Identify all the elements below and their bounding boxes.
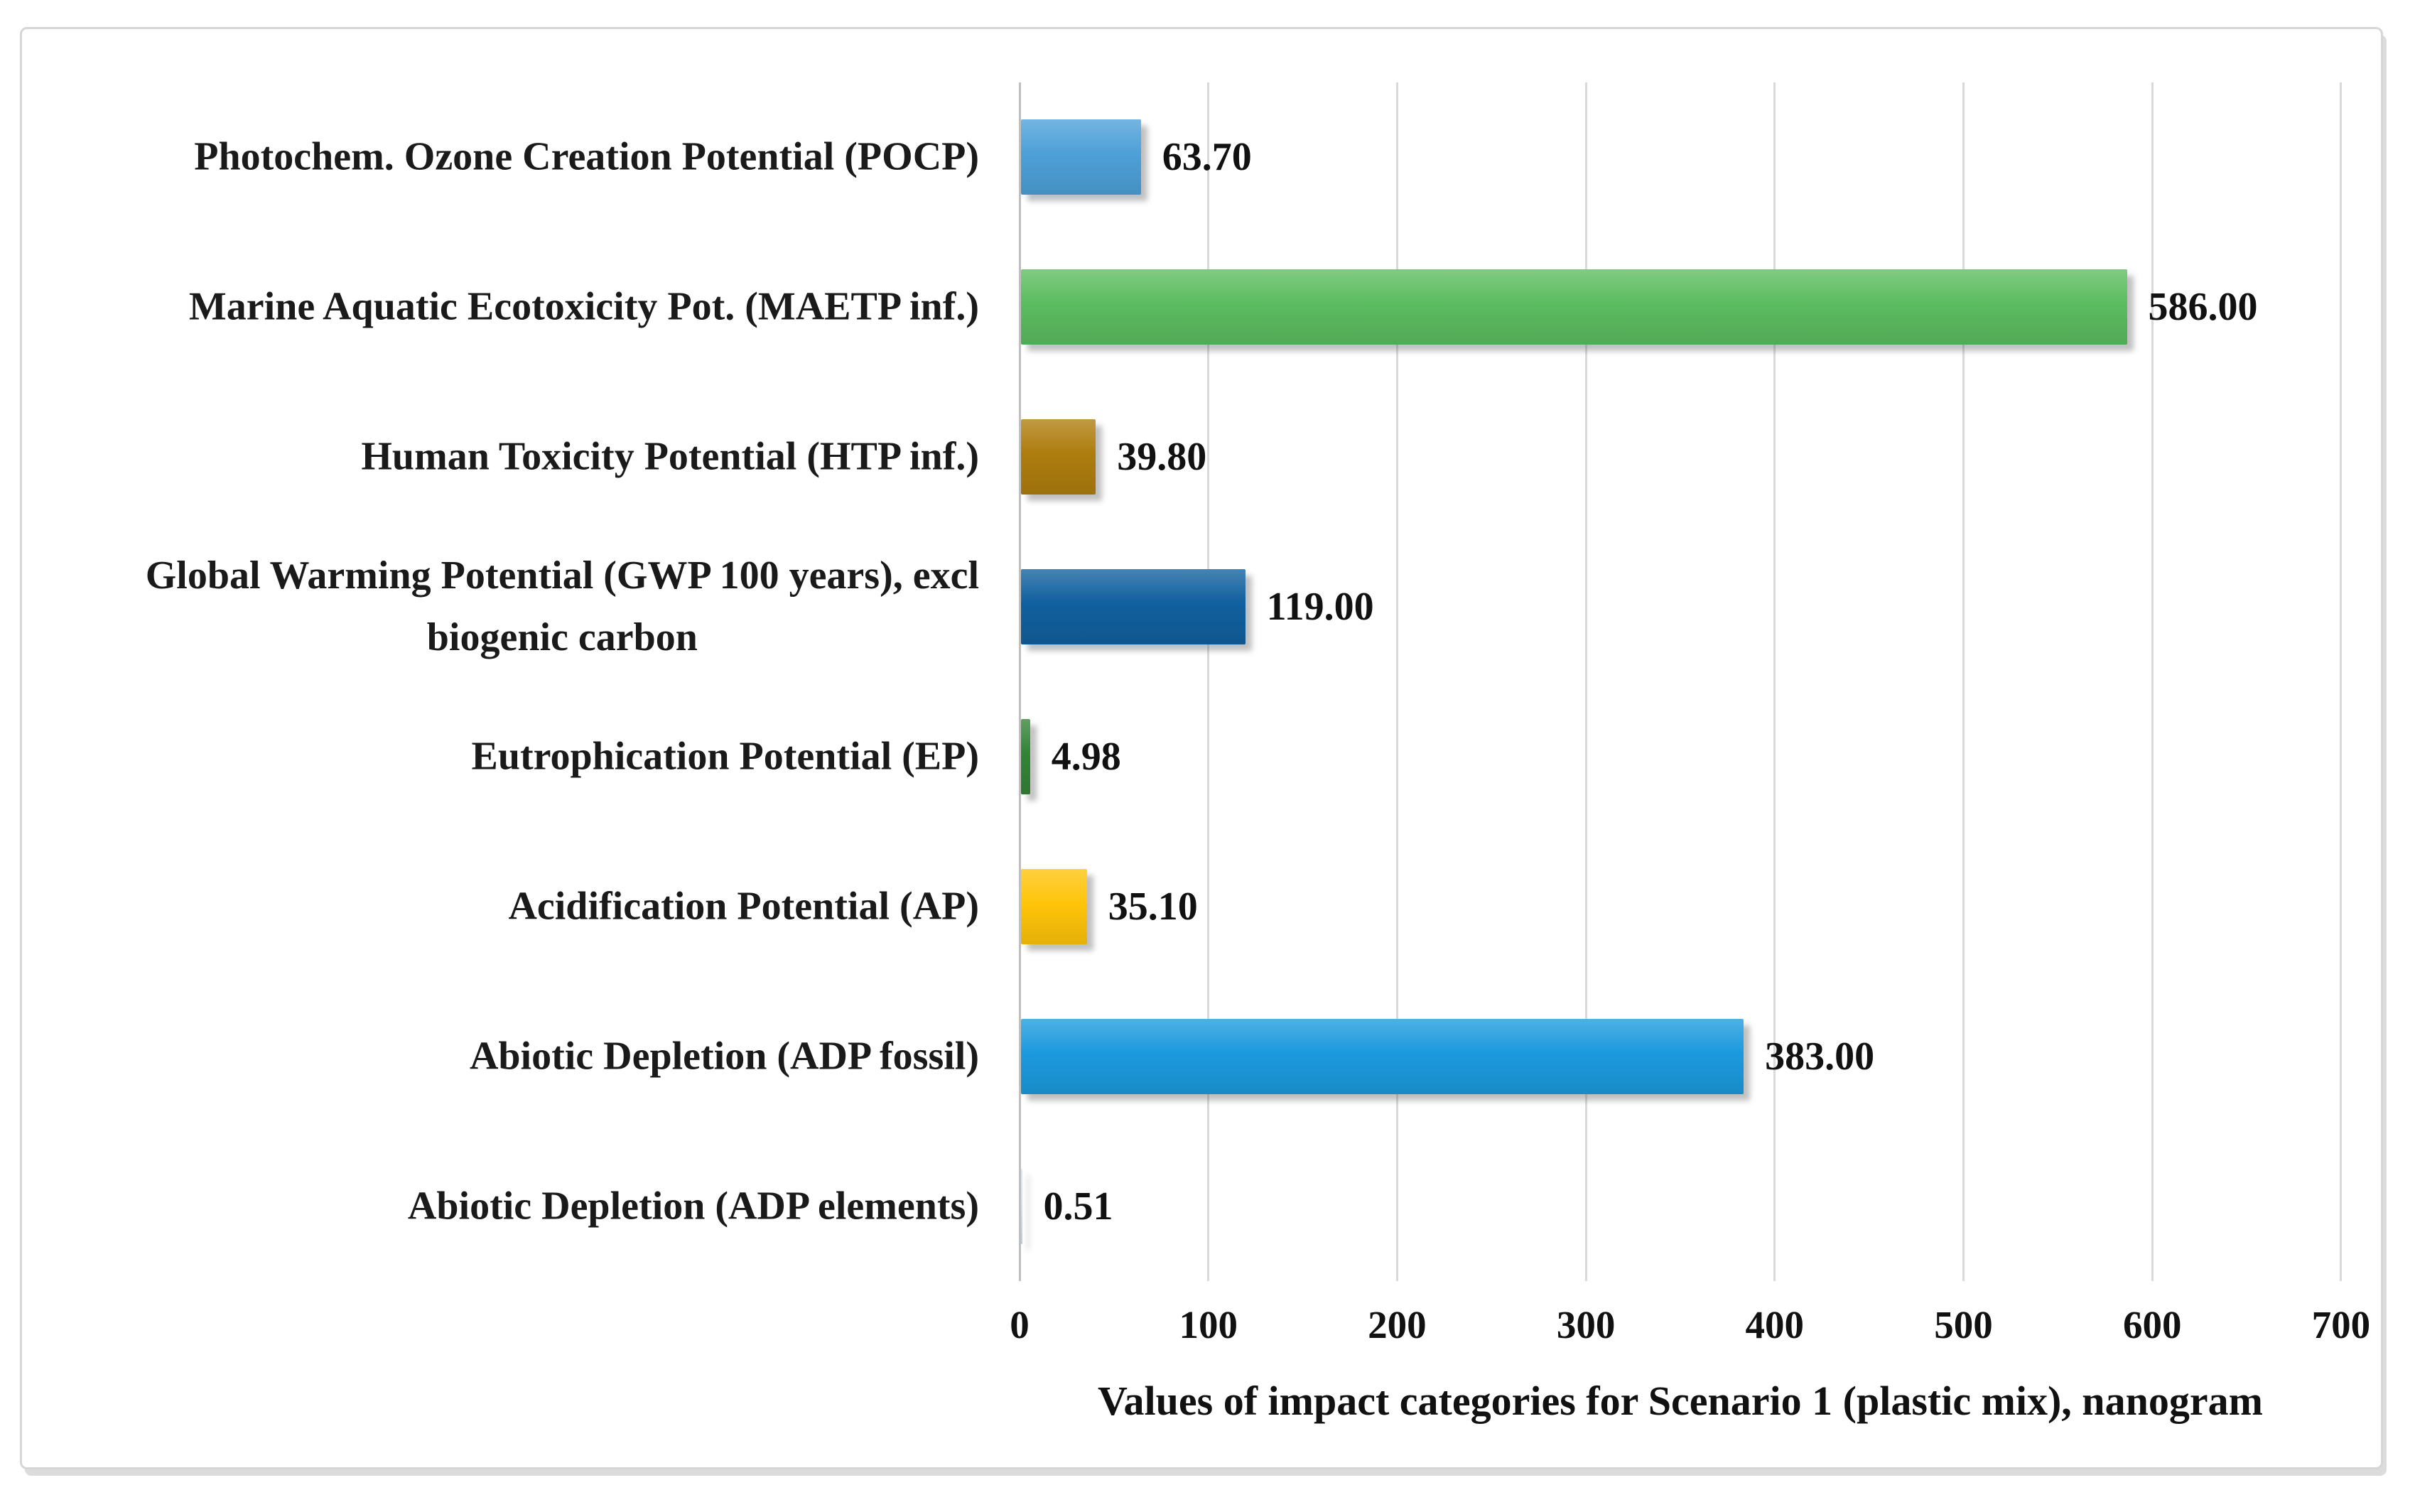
bar bbox=[1020, 269, 2127, 345]
category-label: Eutrophication Potential (EP) bbox=[471, 726, 979, 788]
value-label: 586.00 bbox=[2148, 285, 2258, 330]
x-tick-label: 300 bbox=[1556, 1303, 1616, 1346]
category-label: Human Toxicity Potential (HTP inf.) bbox=[361, 426, 979, 488]
gridline bbox=[1962, 82, 1965, 1281]
category-label: Photochem. Ozone Creation Potential (POC… bbox=[194, 126, 979, 188]
value-label: 0.51 bbox=[1043, 1184, 1113, 1228]
gridline bbox=[1207, 82, 1210, 1281]
category-label: Abiotic Depletion (ADP elements) bbox=[408, 1175, 979, 1237]
value-label: 119.00 bbox=[1266, 585, 1374, 630]
x-tick-label: 100 bbox=[1179, 1303, 1238, 1346]
plot-area: 0 100 200 300 400 500 600 700 Photochem. Ozone C… bbox=[22, 29, 2381, 1467]
y-axis-line bbox=[1018, 82, 1021, 1281]
category-label: Marine Aquatic Ecotoxicity Pot. (MAETP i… bbox=[189, 276, 979, 338]
category-label-line: Photochem. Ozone Creation Potential (POC… bbox=[194, 135, 979, 180]
bar bbox=[1020, 718, 1030, 794]
gridline bbox=[2151, 82, 2154, 1281]
value-label: 35.10 bbox=[1108, 884, 1198, 929]
value-label: 383.00 bbox=[1765, 1034, 1875, 1079]
value-label: 63.70 bbox=[1162, 135, 1252, 180]
category-label-line: Acidification Potential (AP) bbox=[508, 884, 979, 929]
x-tick-label: 600 bbox=[2122, 1303, 2182, 1346]
bar bbox=[1020, 419, 1096, 495]
x-tick-label: 700 bbox=[2311, 1303, 2371, 1346]
x-tick-label: 0 bbox=[1010, 1303, 1030, 1346]
category-label-line: Marine Aquatic Ecotoxicity Pot. (MAETP i… bbox=[188, 284, 979, 329]
category-label: Acidification Potential (AP) bbox=[508, 875, 979, 937]
category-label: Global Warming Potential (GWP 100 years)… bbox=[146, 545, 979, 669]
x-tick-label: 400 bbox=[1745, 1303, 1805, 1346]
value-label: 4.98 bbox=[1051, 734, 1121, 779]
gridline bbox=[2340, 82, 2343, 1281]
category-label: Abiotic Depletion (ADP fossil) bbox=[470, 1025, 979, 1087]
x-axis-title: Values of impact categories for Scenario… bbox=[1097, 1378, 2263, 1424]
x-tick-label: 500 bbox=[1934, 1303, 1993, 1346]
chart-figure: 0 100 200 300 400 500 600 700 Photochem. Ozone C… bbox=[20, 27, 2383, 1469]
gridline bbox=[1773, 82, 1776, 1281]
bar bbox=[1020, 868, 1087, 944]
category-label-line: Abiotic Depletion (ADP fossil) bbox=[469, 1034, 979, 1079]
category-label-line: biogenic carbon bbox=[426, 615, 698, 660]
category-label-line: Abiotic Depletion (ADP elements) bbox=[407, 1184, 979, 1228]
category-label-line: Eutrophication Potential (EP) bbox=[471, 734, 979, 779]
category-label-line: Human Toxicity Potential (HTP inf.) bbox=[361, 434, 979, 479]
x-tick-label: 200 bbox=[1368, 1303, 1427, 1346]
bar bbox=[1020, 119, 1141, 195]
bar bbox=[1020, 1168, 1022, 1244]
gridline bbox=[1395, 82, 1398, 1281]
bar bbox=[1020, 1018, 1744, 1094]
category-label-line: Global Warming Potential (GWP 100 years)… bbox=[145, 554, 979, 598]
gridline bbox=[1584, 82, 1587, 1281]
bar bbox=[1020, 569, 1246, 645]
value-label: 39.80 bbox=[1117, 435, 1207, 480]
